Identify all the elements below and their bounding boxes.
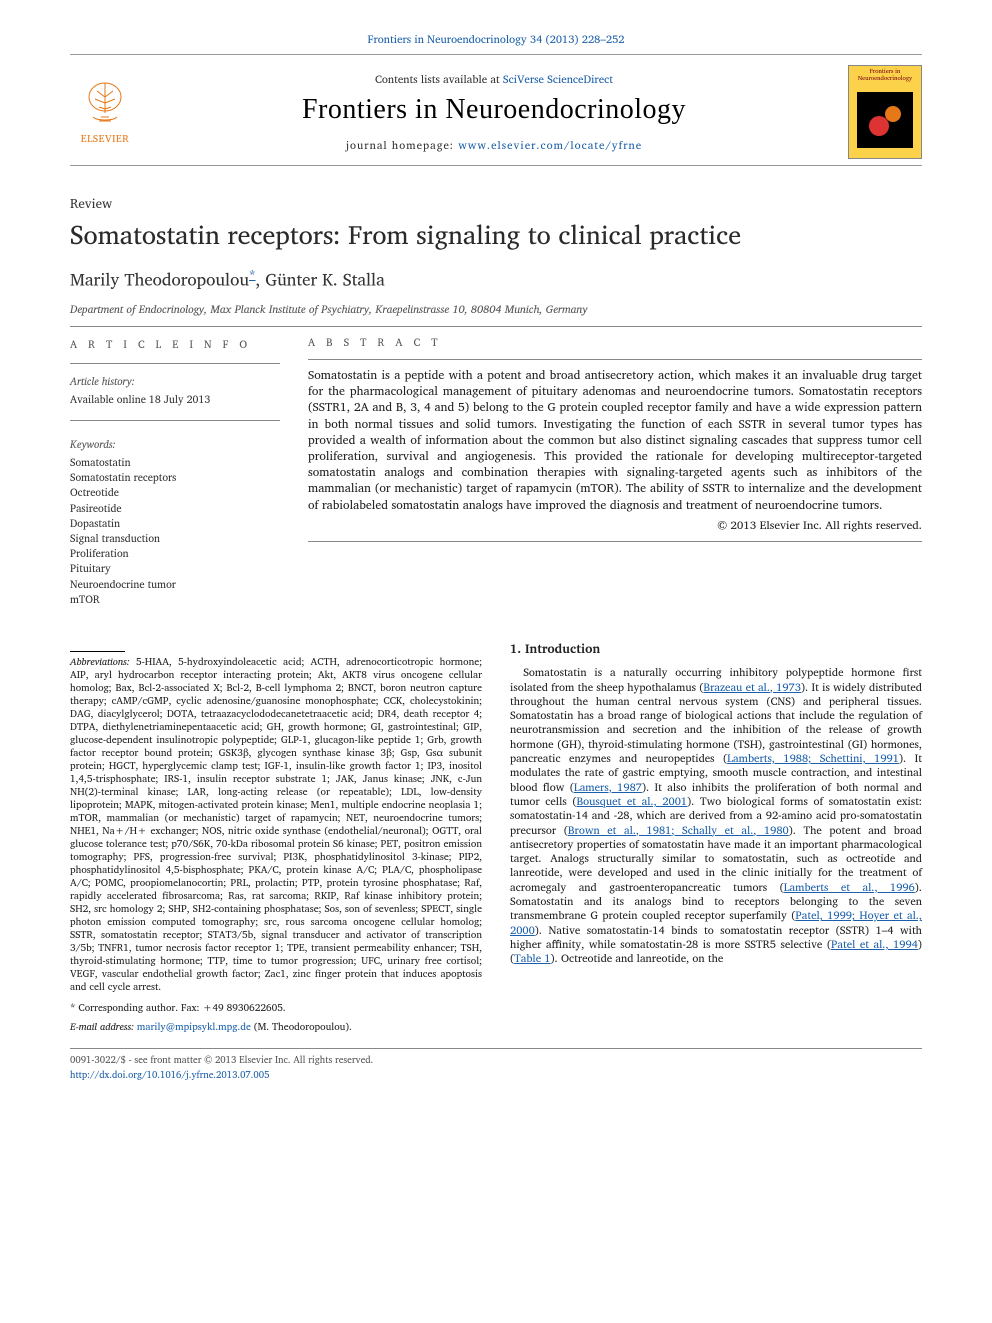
rule [70, 363, 280, 364]
journal-cover-thumbnail[interactable]: Frontiers in Neuroendocrinology [848, 65, 922, 159]
abbreviations-block: Abbreviations: 5-HIAA, 5-hydroxyindoleac… [70, 656, 482, 994]
footer-issn-line: 0091-3022/$ - see front matter © 2013 El… [70, 1053, 922, 1068]
citation-link[interactable]: Patel et al., 1994 [831, 935, 918, 953]
rule [70, 420, 280, 421]
keywords-head: Keywords: [70, 435, 280, 453]
citation-link[interactable]: Table 1 [514, 949, 550, 967]
abbrev-body: 5-HIAA, 5-hydroxyindoleacetic acid; ACTH… [70, 654, 482, 995]
history-head: Article history: [70, 372, 280, 390]
rule [70, 326, 922, 327]
citation-link[interactable]: Patel, 1999; Hoyer et al., 2000 [510, 906, 922, 938]
citation-link[interactable]: Bousquet et al., 2001 [577, 792, 688, 810]
citation-link[interactable]: Brown et al., 1981; Schally et al., 1980 [568, 821, 789, 839]
masthead: ELSEVIER Contents lists available at Sci… [70, 54, 922, 166]
contents-lists-line: Contents lists available at SciVerse Sci… [140, 70, 848, 88]
elsevier-wordmark: ELSEVIER [81, 131, 129, 147]
author-line: Marily Theodoropoulou*, Günter K. Stalla [70, 263, 922, 294]
rule [308, 359, 922, 360]
citation-link[interactable]: Lamberts et al., 1996 [784, 878, 915, 896]
journal-homepage-link[interactable]: www.elsevier.com/locate/yfrne [458, 136, 642, 154]
email-link[interactable]: marily@mpipsykl.mpg.de [137, 1019, 251, 1035]
article-info-column: A R T I C L E I N F O Article history: A… [70, 335, 280, 607]
elsevier-tree-icon [79, 77, 131, 129]
journal-name: Frontiers in Neuroendocrinology [140, 94, 848, 126]
intro-paragraph: Somatostatin is a naturally occurring in… [510, 665, 922, 965]
footer-block: 0091-3022/$ - see front matter © 2013 El… [70, 1048, 922, 1083]
elsevier-logo[interactable]: ELSEVIER [70, 77, 140, 147]
abstract-body: Somatostatin is a peptide with a potent … [308, 368, 922, 514]
author-2[interactable]: Günter K. Stalla [265, 267, 384, 294]
copyright-line: © 2013 Elsevier Inc. All rights reserved… [308, 518, 922, 534]
journal-homepage-line: journal homepage: www.elsevier.com/locat… [140, 136, 848, 154]
author-sep: , [256, 267, 266, 294]
journal-reference-link[interactable]: Frontiers in Neuroendocrinology 34 (2013… [368, 30, 625, 48]
corresponding-footnote: * Corresponding author. Fax: +49 8930622… [70, 1000, 482, 1015]
corresponding-text: Corresponding author. Fax: +49 893062260… [76, 1000, 286, 1016]
abstract-column: A B S T R A C T Somatostatin is a peptid… [308, 335, 922, 607]
keywords-list: Somatostatin Somatostatin receptors Octr… [70, 455, 280, 607]
email-lead: E-mail address: [70, 1019, 137, 1035]
right-column: 1. Introduction Somatostatin is a natura… [510, 641, 922, 1034]
rule [308, 541, 922, 542]
abstract-label: A B S T R A C T [308, 335, 922, 349]
left-column: Abbreviations: 5-HIAA, 5-hydroxyindoleac… [70, 641, 482, 1034]
section-1-head: 1. Introduction [510, 641, 922, 657]
citation-link[interactable]: Brazeau et al., 1973 [703, 678, 801, 696]
author-1[interactable]: Marily Theodoropoulou [70, 267, 249, 294]
cover-thumb-image [857, 92, 913, 148]
journal-reference: Frontiers in Neuroendocrinology 34 (2013… [70, 30, 922, 48]
email-footnote: E-mail address: marily@mpipsykl.mpg.de (… [70, 1021, 482, 1034]
article-info-label: A R T I C L E I N F O [70, 335, 280, 353]
article-type: Review [70, 192, 922, 214]
footnote-rule [70, 651, 125, 652]
email-tail: (M. Theodoropoulou). [251, 1019, 352, 1035]
affiliation: Department of Endocrinology, Max Planck … [70, 300, 922, 318]
sciencedirect-link[interactable]: SciVerse ScienceDirect [503, 70, 613, 88]
history-line: Available online 18 July 2013 [70, 390, 280, 408]
footer-doi-link[interactable]: http://dx.doi.org/10.1016/j.yfrne.2013.0… [70, 1068, 269, 1083]
cover-thumb-title: Frontiers in Neuroendocrinology [849, 66, 921, 83]
citation-link[interactable]: Lamberts, 1988; Schettini, 1991 [727, 749, 899, 767]
article-title: Somatostatin receptors: From signaling t… [70, 220, 922, 251]
